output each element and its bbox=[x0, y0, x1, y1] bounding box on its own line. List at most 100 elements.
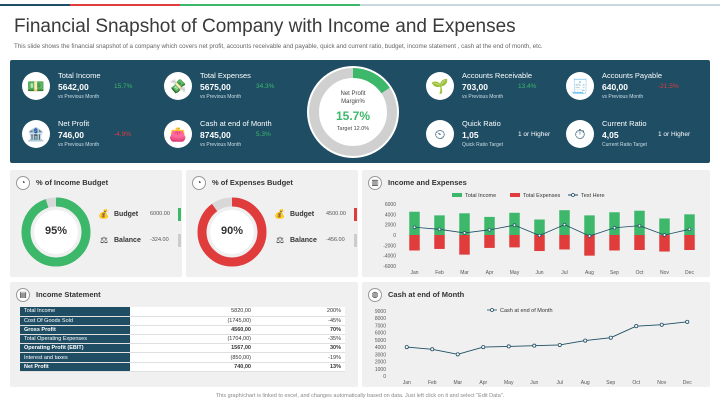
cash-line bbox=[406, 321, 688, 355]
budget-label: Budget bbox=[114, 211, 139, 218]
expense-bar bbox=[559, 235, 570, 250]
text-here-point bbox=[662, 233, 667, 237]
growth-icon: 🌱 bbox=[426, 72, 454, 100]
x-tick-label: Dec bbox=[685, 270, 694, 276]
income-budget-card: ◔ % of Income Budget 95% 💰 Budget 6000.0… bbox=[10, 170, 182, 277]
kpi-sub: vs Previous Month bbox=[200, 94, 242, 100]
income-expenses-chart: Total Income Total Expenses Text Here 6000 4… bbox=[383, 193, 695, 276]
expense-bar bbox=[634, 235, 645, 250]
cash-point bbox=[455, 352, 460, 357]
kpi-sub: vs Previous Month bbox=[602, 94, 644, 100]
budget-value: 4500.00 bbox=[326, 211, 346, 217]
x-tick-label: Jul bbox=[557, 380, 563, 386]
x-tick-label: Jan bbox=[410, 270, 418, 276]
table-row: Total Income 5820,00 200% bbox=[20, 307, 345, 317]
legend-marker bbox=[571, 193, 575, 197]
x-tick-label: May bbox=[504, 380, 514, 386]
row-percent: 200% bbox=[255, 307, 345, 317]
x-tick-label: Jul bbox=[561, 270, 567, 276]
kpi-label: Accounts Receivable bbox=[462, 71, 533, 80]
kpi-net-profit[interactable]: 🏦 Net Profit 746,00 -4.9% vs Previous Mo… bbox=[18, 116, 173, 154]
y-tick-label: 8000 bbox=[375, 316, 386, 322]
budget-icon: 💰 bbox=[98, 209, 110, 219]
x-tick-label: Jun bbox=[535, 270, 543, 276]
net-margin-arc bbox=[309, 68, 397, 156]
row-value: 4560,00 bbox=[130, 325, 255, 336]
text-here-point bbox=[512, 223, 517, 227]
expense-bar bbox=[409, 235, 420, 251]
expenses-budget-arc bbox=[197, 197, 267, 267]
cash-point bbox=[634, 324, 639, 329]
expense-bar bbox=[534, 235, 545, 252]
income-bar bbox=[584, 215, 595, 235]
card-title: Income Statement bbox=[36, 290, 101, 299]
y-tick-label: -6000 bbox=[383, 264, 396, 270]
row-name: Total Operating Expenses bbox=[20, 334, 130, 345]
document-icon: ▤ bbox=[16, 288, 30, 302]
row-name: Gross Profit bbox=[20, 325, 130, 336]
kpi-change: 5.3% bbox=[256, 131, 271, 138]
kpi-value: 640,00 bbox=[602, 82, 628, 92]
row-percent: 13% bbox=[255, 362, 345, 372]
row-name: Interest and taxes bbox=[20, 352, 130, 363]
row-percent: -19% bbox=[255, 352, 345, 363]
x-tick-label: Aug bbox=[585, 270, 594, 276]
x-tick-label: May bbox=[510, 270, 520, 276]
page-title: Financial Snapshot of Company with Incom… bbox=[14, 16, 516, 37]
row-value: (850,00) bbox=[130, 352, 255, 363]
y-tick-label: 9000 bbox=[375, 309, 386, 315]
kpi-cash-end[interactable]: 👛 Cash at end of Month 8745,00 5.3% vs P… bbox=[160, 116, 315, 154]
kpi-label: Current Ratio bbox=[602, 119, 647, 128]
text-here-point bbox=[587, 234, 592, 238]
kpi-change: 15.7% bbox=[114, 83, 133, 90]
kpi-accounts-receivable[interactable]: 🌱 Accounts Receivable 703,00 13.4% vs Pr… bbox=[422, 68, 577, 106]
kpi-quick-ratio[interactable]: ⏲ Quick Ratio 1,05 1 or Higher Quick Rat… bbox=[422, 116, 577, 154]
row-value: (1745,00) bbox=[130, 316, 255, 326]
legend-swatch bbox=[510, 193, 520, 197]
legend-marker bbox=[490, 308, 494, 312]
y-tick-label: 3000 bbox=[375, 352, 386, 358]
kpi-change: -4.9% bbox=[114, 131, 131, 138]
kpi-accounts-payable[interactable]: 🧾 Accounts Payable 640,00 -21.5% vs Prev… bbox=[562, 68, 717, 106]
text-here-point bbox=[537, 233, 542, 238]
y-tick-label: 4000 bbox=[375, 345, 386, 351]
y-tick-label: 2000 bbox=[375, 360, 386, 366]
x-tick-label: Apr bbox=[479, 380, 487, 386]
x-tick-label: Oct bbox=[632, 380, 640, 386]
card-title: % of Income Budget bbox=[36, 178, 109, 187]
kpi-value: 703,00 bbox=[462, 82, 488, 92]
income-budget-arc bbox=[21, 197, 91, 267]
expense-bar bbox=[609, 235, 620, 251]
cash-point bbox=[583, 338, 588, 343]
footer-note: This graph/chart is linked to excel, and… bbox=[215, 393, 505, 399]
card-title: Income and Expenses bbox=[388, 178, 467, 187]
kpi-value: 746,00 bbox=[58, 130, 84, 140]
kpi-label: Total Expenses bbox=[200, 71, 251, 80]
cash-point bbox=[557, 342, 562, 347]
income-bar bbox=[609, 212, 620, 235]
balance-label: Balance bbox=[290, 237, 317, 244]
income-bar bbox=[559, 210, 570, 235]
budget-marker bbox=[178, 208, 181, 221]
budget-marker bbox=[354, 208, 357, 221]
x-tick-label: Nov bbox=[657, 380, 666, 386]
text-here-point bbox=[687, 227, 692, 232]
row-percent: -35% bbox=[255, 334, 345, 345]
row-name: Total Income bbox=[20, 307, 130, 317]
kpi-sub: vs Previous Month bbox=[200, 142, 242, 148]
cash-point bbox=[532, 343, 537, 348]
kpi-total-expenses[interactable]: 💸 Total Expenses 5675,00 34.3% vs Previo… bbox=[160, 68, 315, 106]
row-name: Net Profit bbox=[20, 362, 130, 372]
text-here-point bbox=[412, 225, 417, 229]
table-row: Operating Profit (EBIT) 1567,00 30% bbox=[20, 343, 345, 354]
bar-chart-icon: ▥ bbox=[368, 176, 382, 190]
text-here-point bbox=[637, 223, 642, 228]
text-here-point bbox=[612, 226, 617, 230]
kpi-total-income[interactable]: 💵 Total Income 5642,00 15.7% vs Previous… bbox=[18, 68, 173, 106]
x-tick-label: Jan bbox=[403, 380, 411, 386]
budget-value: 6000.00 bbox=[150, 211, 170, 217]
kpi-current-ratio[interactable]: ⏱ Current Ratio 4,05 1 or Higher Current… bbox=[562, 116, 717, 154]
x-tick-label: Feb bbox=[428, 380, 437, 386]
y-tick-label: 7000 bbox=[375, 323, 386, 329]
y-tick-label: 4000 bbox=[385, 212, 396, 218]
